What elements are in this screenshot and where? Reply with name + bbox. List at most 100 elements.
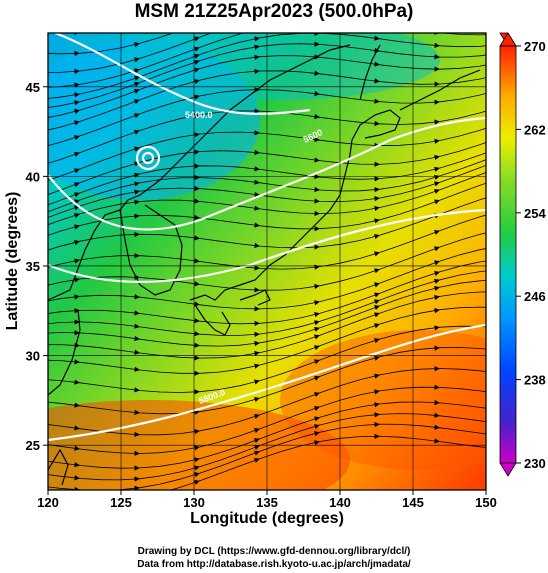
wind-arrow: [254, 179, 260, 185]
wind-arrow: [74, 319, 80, 325]
streamline: [48, 33, 486, 99]
wind-arrow: [254, 444, 260, 450]
wind-arrow: [374, 312, 380, 318]
wind-arrow: [74, 108, 80, 114]
wind-arrow: [434, 13, 440, 18]
wind-arrow: [254, 108, 260, 114]
wind-arrow: [254, 44, 260, 50]
wind-arrow: [134, 75, 140, 81]
x-tick-label: 130: [183, 495, 205, 510]
credit-data: Data from http://database.rish.kyoto-u.a…: [137, 559, 411, 570]
wind-arrow: [254, 287, 260, 293]
x-tick-label: 140: [329, 495, 351, 510]
wind-arrow: [74, 294, 80, 300]
wind-arrow: [434, 308, 440, 314]
wind-arrow: [134, 409, 140, 415]
colorbar-tick-label: 254: [524, 206, 546, 221]
wind-arrow: [74, 92, 80, 98]
wind-arrow: [134, 24, 140, 29]
colorbar-tick-label: 230: [524, 456, 546, 471]
wind-arrow: [434, 400, 440, 406]
wind-arrow: [374, 205, 380, 211]
wind-arrow: [74, 445, 80, 451]
wind-arrow: [194, 355, 200, 361]
wind-arrow: [134, 496, 140, 501]
streamline: [48, 270, 486, 336]
streamline: [48, 33, 213, 73]
wind-arrow: [374, 233, 380, 240]
wind-arrow: [314, 416, 320, 422]
x-tick-label: 125: [110, 495, 132, 510]
wind-arrow: [74, 425, 80, 431]
wind-arrow: [74, 475, 80, 481]
height-contours: [48, 33, 486, 442]
wind-arrow: [134, 146, 140, 152]
wind-arrow: [434, 154, 440, 161]
wind-arrow: [434, 188, 440, 194]
wind-arrow: [374, 292, 380, 298]
wind-arrow: [134, 68, 140, 74]
wind-arrow: [434, 345, 440, 351]
wind-arrow: [194, 149, 200, 155]
wind-arrow: [374, 412, 380, 418]
streamline: [48, 127, 486, 181]
wind-arrow: [314, 91, 320, 97]
wind-arrow: [74, 135, 80, 141]
streamline: [48, 110, 486, 164]
streamline: [48, 142, 486, 195]
wind-arrow: [254, 413, 260, 419]
wind-arrow: [314, 198, 320, 204]
wind-arrow: [434, 138, 440, 144]
streamline: [48, 260, 486, 325]
x-tick-label: 150: [475, 495, 497, 510]
colorbar-tick-label: 238: [524, 373, 546, 388]
wind-arrow: [134, 450, 140, 456]
wind-arrow: [314, 312, 320, 318]
wind-arrow: [134, 387, 140, 393]
wind-arrow: [434, 199, 440, 205]
wind-arrow: [194, 53, 200, 59]
wind-arrow: [74, 192, 80, 198]
wind-arrow: [194, 342, 200, 348]
streamline: [48, 33, 175, 55]
streamline: [48, 172, 486, 226]
wind-arrow: [134, 199, 140, 205]
wind-arrow: [374, 120, 380, 127]
wind-arrow: [314, 136, 320, 143]
wind-arrow: [134, 485, 140, 490]
wind-arrow: [194, 185, 200, 192]
y-tick-label: 35: [26, 259, 40, 274]
wind-arrow: [254, 320, 260, 327]
wind-arrow: [434, 260, 440, 266]
wind-arrow: [134, 99, 140, 105]
wind-arrow: [194, 198, 200, 204]
wind-arrow: [254, 130, 260, 136]
wind-arrow: [314, 19, 320, 24]
wind-arrow: [194, 258, 200, 264]
wind-arrow: [254, 428, 260, 433]
streamline: [48, 232, 486, 291]
wind-arrow: [134, 231, 140, 238]
wind-arrow: [434, 366, 440, 372]
wind-arrow: [134, 294, 140, 300]
wind-arrow: [434, 271, 440, 276]
streamline: [48, 214, 486, 270]
streamline: [48, 152, 486, 206]
wind-arrow: [314, 320, 320, 326]
wind-arrow: [254, 457, 260, 463]
wind-arrow: [194, 79, 200, 85]
wind-arrow: [134, 113, 140, 119]
wind-arrow: [314, 334, 320, 340]
wind-arrow: [314, 244, 320, 250]
wind-arrow: [374, 282, 380, 288]
wind-arrow: [194, 6, 200, 11]
wind-arrow: [434, 325, 440, 331]
y-axis-label: Latitude (degrees): [4, 191, 21, 331]
wind-arrow: [74, 330, 80, 336]
wind-arrow: [374, 323, 380, 329]
map-grid: [48, 33, 486, 490]
wind-arrow: [194, 94, 200, 100]
x-tick-label: 145: [402, 495, 424, 510]
wind-arrow: [74, 151, 80, 157]
wind-arrow: [314, 375, 320, 381]
